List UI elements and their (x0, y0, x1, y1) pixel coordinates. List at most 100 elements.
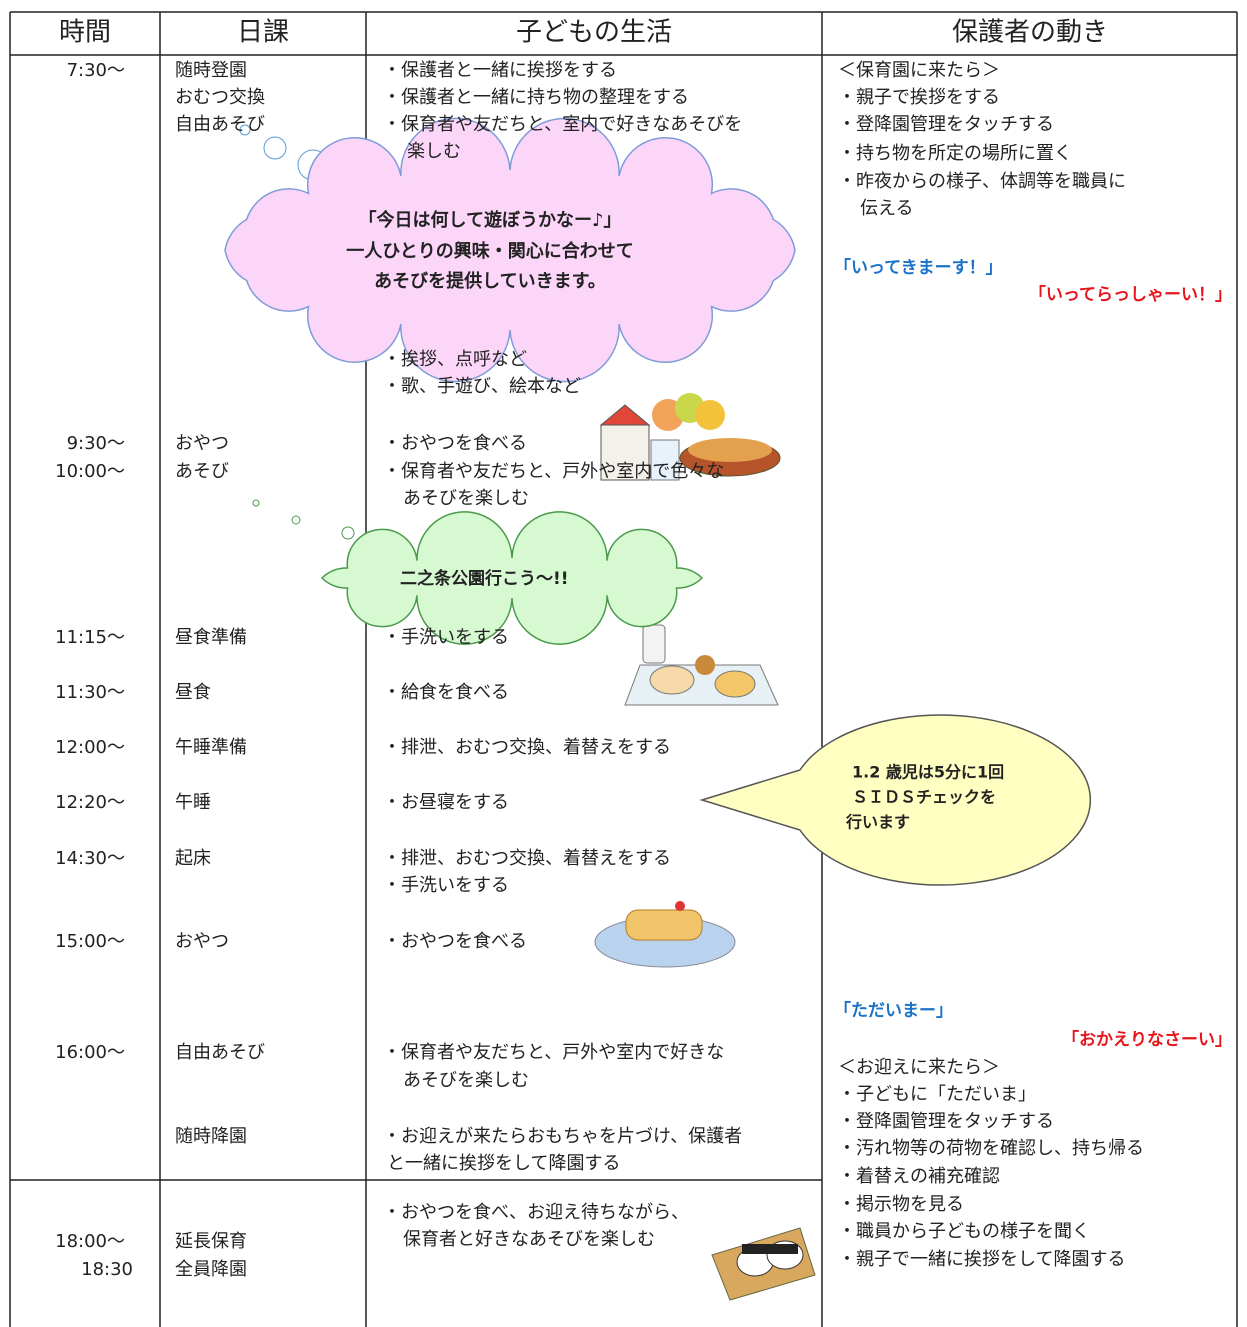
schedule-item: 昼食 (175, 682, 211, 703)
time: 15:00～ (55, 931, 125, 952)
time: 7:30～ (67, 60, 125, 81)
parent-action: ・職員から子どもの様子を聞く (838, 1221, 1090, 1242)
thought-dot (291, 515, 301, 525)
illustrations (594, 393, 816, 1301)
child-activity: ・おやつを食べ、お迎え待ちながら、 (383, 1202, 689, 1223)
child-activity: あそびを楽しむ (403, 488, 529, 509)
time: 18:00～ (55, 1231, 125, 1252)
nori (742, 1244, 798, 1254)
parent-action: 伝える (860, 198, 913, 219)
child-activity: ・排泄、おむつ交換、着替えをする (383, 737, 671, 758)
child-activity: 保育者と好きなあそびを楽しむ (403, 1229, 655, 1250)
schedule-item: おやつ (175, 433, 229, 454)
callouts (224, 117, 1092, 886)
column-header: 日課 (237, 18, 289, 48)
milk-top (599, 404, 651, 426)
schedule-item: あそび (175, 461, 229, 482)
schedule-item: おむつ交換 (175, 87, 265, 108)
child-activity: ・保育者や友だちと、戸外や室内で色々な (383, 461, 724, 482)
child-activity: ・お迎えが来たらおもちゃを片づけ、保護者 (383, 1126, 742, 1147)
callout-text: 一人ひとりの興味・関心に合わせて (346, 240, 633, 262)
schedule-item: 午睡準備 (175, 737, 247, 758)
schedule-item: 随時登園 (175, 60, 247, 81)
column-header: 子どもの生活 (516, 18, 672, 48)
column-header: 時間 (59, 18, 111, 48)
time: 11:30～ (55, 682, 125, 703)
glass (650, 439, 680, 481)
time: 16:00～ (55, 1042, 125, 1063)
time: 14:30～ (55, 848, 125, 869)
child-activity: ・保護者と一緒に持ち物の整理をする (383, 87, 689, 108)
pancakes (625, 909, 703, 941)
schedule-item: おやつ (175, 931, 229, 952)
child-activity: ・手洗いをする (383, 627, 509, 648)
child-activity: あそびを楽しむ (403, 1070, 529, 1091)
child-activity: と一緒に挨拶をして降園する (387, 1153, 620, 1174)
parent-action: ・汚れ物等の荷物を確認し、持ち帰る (838, 1138, 1144, 1159)
child-activity: ・おやつを食べる (383, 433, 527, 454)
food (695, 655, 715, 675)
cloud (320, 511, 704, 645)
child-greeting: 「ただいまー」 (834, 1000, 953, 1021)
parent-action: ・掲示物を見る (838, 1194, 964, 1215)
callout-text: ＳＩＤＳチェックを (852, 788, 996, 807)
cloud (224, 117, 796, 383)
time: 12:20～ (55, 792, 125, 813)
callout-text: あそびを提供していきます。 (374, 270, 606, 292)
child-activity: ・歌、手遊び、絵本など (383, 376, 581, 397)
child-activity: ・保護者と一緒に挨拶をする (383, 60, 617, 81)
parent-action: ・親子で挨拶をする (838, 87, 1000, 108)
schedule-item: 全員降園 (175, 1259, 247, 1280)
parent-action: ・子どもに「ただいま」 (838, 1084, 1036, 1105)
schedule-item: 昼食準備 (175, 627, 247, 648)
thought-dot (263, 136, 287, 160)
child-greeting: 「いってきまーす！」 (834, 257, 1003, 278)
schedule-item: 起床 (175, 848, 211, 869)
speech-bubble (699, 714, 1092, 886)
thought-dot (239, 124, 251, 136)
fruit (695, 400, 725, 430)
parent-action: ＜お迎えに来たら＞ (838, 1057, 1000, 1078)
parent-action: ＜保育園に来たら＞ (838, 60, 1000, 81)
callout-text: 二之条公園行こう～!! (400, 568, 569, 589)
time: 11:15～ (55, 627, 125, 648)
parent-action: ・着替えの補充確認 (838, 1166, 1000, 1187)
schedule-item: 延長保育 (175, 1231, 247, 1252)
parent-greeting: 「おかえりなさーい」 (1062, 1029, 1232, 1050)
milk-carton (600, 424, 650, 481)
callout-text: 1.2 歳児は5分に1回 (852, 763, 1004, 782)
child-activity: ・保育者や友だちと、室内で好きなあそびを (383, 114, 742, 135)
thought-dot (252, 499, 260, 507)
time: 18:30 (81, 1259, 133, 1280)
schedule-item: 午睡 (175, 792, 211, 813)
child-activity: ・手洗いをする (383, 875, 509, 896)
parent-action: ・登降園管理をタッチする (838, 1111, 1054, 1132)
child-activity: ・排泄、おむつ交換、着替えをする (383, 848, 671, 869)
callout-text: 「今日は何して遊ぼうかなー♪」 (359, 209, 622, 231)
callout-text: 行います (845, 813, 910, 832)
child-activity: 楽しむ (407, 141, 461, 162)
schedule-item: 随時降園 (175, 1126, 247, 1147)
child-activity: ・おやつを食べる (383, 931, 527, 952)
bowl (714, 670, 756, 698)
child-activity: ・挨拶、点呼など (383, 349, 527, 370)
child-activity: ・給食を食べる (383, 682, 509, 703)
berry (675, 901, 685, 911)
time: 12:00～ (55, 737, 125, 758)
child-activity: ・保育者や友だちと、戸外や室内で好きな (383, 1042, 724, 1063)
parent-action: ・持ち物を所定の場所に置く (838, 143, 1072, 164)
milk-bottle (642, 624, 666, 664)
parent-action: ・昨夜からの様子、体調等を職員に (838, 171, 1126, 192)
time: 10:00～ (55, 461, 125, 482)
schedule-item: 自由あそび (175, 1042, 265, 1063)
parent-action: ・登降園管理をタッチする (838, 114, 1054, 135)
schedule-item: 自由あそび (175, 114, 265, 135)
bowl (649, 665, 695, 695)
cookies (688, 438, 772, 462)
thought-dot (341, 526, 355, 540)
parent-action: ・親子で一緒に挨拶をして降園する (838, 1249, 1125, 1270)
column-header: 保護者の動き (952, 18, 1108, 48)
time: 9:30～ (67, 433, 125, 454)
child-activity: ・お昼寝をする (383, 792, 509, 813)
